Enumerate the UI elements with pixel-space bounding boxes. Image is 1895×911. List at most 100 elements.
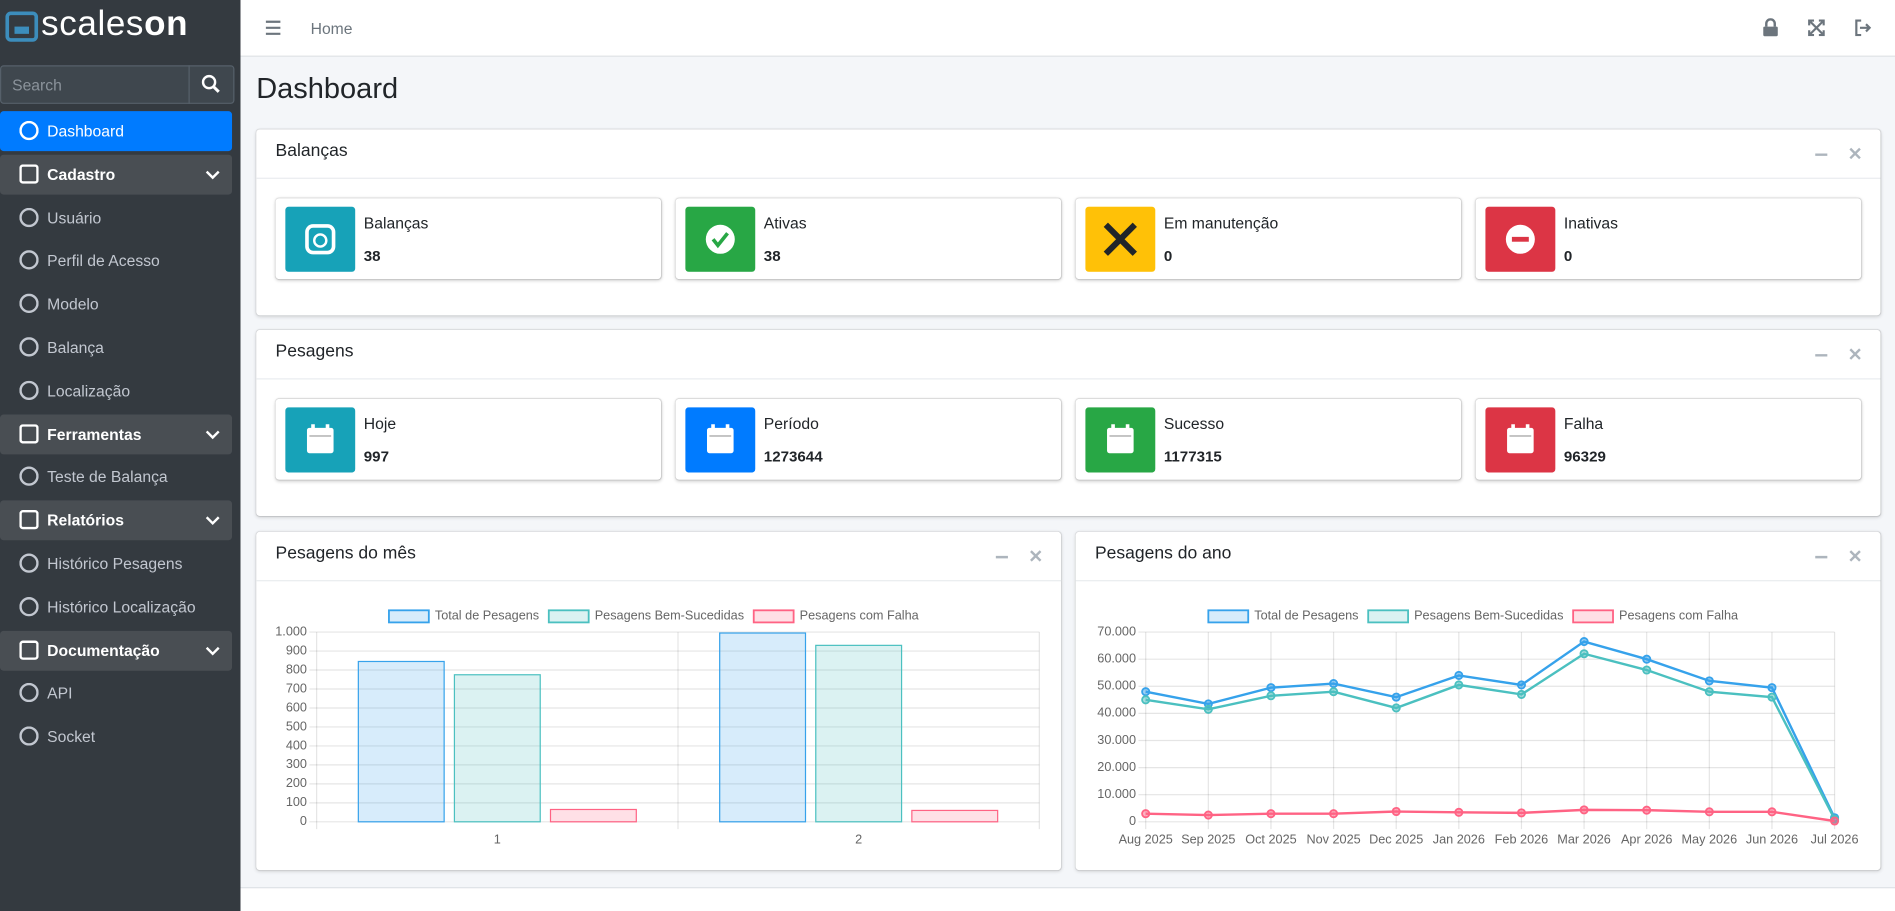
card-tools (995, 550, 1042, 562)
info-box-value: 38 (363, 247, 381, 265)
chevron-path (205, 646, 220, 656)
page-title: Dashboard (256, 72, 399, 106)
icon-glyph (1507, 427, 1534, 454)
icon-shape (19, 553, 39, 573)
info-box: Hoje 997 (275, 398, 662, 480)
icon-glyph (707, 427, 734, 454)
card-title: Pesagens (275, 342, 354, 362)
icon-glyph (1511, 424, 1530, 431)
icon-glyph (1511, 236, 1529, 242)
info-box-icon (1485, 407, 1556, 473)
icon-glyph (311, 424, 330, 431)
icon-glyph (705, 224, 735, 254)
icon-glyph (1107, 427, 1134, 454)
info-box-label: Em manutenção (1163, 213, 1279, 233)
menu-item[interactable]: Ferramentas (0, 414, 233, 454)
menu-item[interactable]: Teste de Balança (0, 457, 232, 497)
menu-item[interactable]: Balança (0, 328, 232, 368)
info-box: Período 1273644 (675, 398, 1062, 480)
icon-shape (19, 423, 39, 444)
menu-label: Histórico Localização (47, 597, 196, 617)
brand-prefix: scales (41, 4, 145, 44)
icon-glyph (711, 232, 729, 249)
icon-glyph (1111, 424, 1130, 431)
fullscreen-icon[interactable] (1808, 19, 1825, 37)
icon-glyph (1509, 435, 1532, 437)
menu-item[interactable]: Histórico Pesagens (0, 544, 232, 584)
icon (707, 424, 734, 454)
menu-icon (19, 337, 39, 357)
top-navbar: Home (240, 0, 1895, 57)
icon-glyph (313, 233, 328, 248)
menu-item[interactable]: Dashboard (0, 111, 233, 152)
info-box-value: 1273644 (763, 448, 823, 466)
icon-shape (19, 164, 39, 184)
icon (1505, 224, 1535, 254)
menu-item[interactable]: Histórico Localização (0, 587, 232, 627)
info-box-icon (1085, 407, 1156, 473)
info-box-icon (285, 407, 356, 473)
menu-item[interactable]: Cadastro (0, 154, 233, 195)
icon-shape (19, 683, 39, 703)
chevron (205, 646, 220, 656)
menu-icon (19, 466, 39, 487)
menu-item[interactable]: Modelo (0, 284, 232, 324)
info-box-label: Sucesso (1163, 414, 1225, 433)
info-box-label: Balanças (363, 213, 429, 233)
menu-label: Cadastro (47, 165, 116, 184)
info-box-value: 0 (1563, 247, 1573, 265)
search-button[interactable] (188, 65, 235, 104)
info-box-icon (685, 206, 756, 272)
menu-item[interactable]: Documentação (0, 630, 233, 671)
menu-item[interactable]: Socket (0, 717, 232, 757)
icon-shape (19, 596, 39, 617)
close-icon (1030, 550, 1042, 562)
close-icon (1849, 348, 1861, 360)
search-input[interactable]: Search (0, 65, 190, 104)
card-title: Balanças (275, 141, 348, 161)
icon-glyph (1109, 435, 1132, 437)
logout-icon[interactable] (1854, 19, 1872, 37)
card-tools (1815, 348, 1861, 360)
info-box-value: 1177315 (1163, 448, 1222, 466)
logo-icon (5, 11, 39, 42)
icon-glyph (709, 435, 732, 437)
menu-item[interactable]: Relatórios (0, 500, 233, 541)
info-box-label: Inativas (1563, 213, 1619, 233)
hamburger[interactable] (265, 19, 282, 36)
menu-label: Dashboard (47, 122, 125, 141)
info-box: Balanças 38 (275, 198, 662, 280)
menu-label: Relatórios (47, 511, 124, 530)
info-box-value: 96329 (1563, 448, 1606, 466)
icon-shape (19, 466, 39, 487)
menu-icon (19, 164, 39, 184)
info-box: Ativas 38 (675, 198, 1062, 280)
info-box-value: 997 (363, 448, 389, 466)
card: Pesagens do ano (1075, 531, 1881, 871)
menu-icon (19, 640, 39, 660)
lock-icon[interactable] (1762, 18, 1779, 37)
menu-item[interactable]: Localização (0, 371, 232, 411)
icon (306, 424, 334, 454)
card-title: Pesagens do ano (1094, 543, 1232, 564)
brand: scaleson (41, 5, 188, 45)
icon-shape (19, 337, 39, 357)
icon-shape (19, 510, 39, 530)
breadcrumb[interactable]: Home (310, 19, 353, 38)
menu-icon (19, 250, 39, 270)
close-icon (1849, 147, 1861, 160)
card-tools (1815, 147, 1861, 160)
menu-icon (19, 553, 39, 573)
menu-icon (19, 510, 39, 530)
menu-icon (19, 207, 39, 227)
icon-shape (19, 120, 39, 141)
chevron-path (205, 516, 220, 526)
menu-item[interactable]: API (0, 674, 232, 714)
menu-item[interactable]: Usuário (0, 198, 232, 238)
brand-suffix: on (144, 4, 189, 44)
card-header: Balanças (256, 129, 1881, 179)
menu-label: API (47, 684, 73, 703)
info-box: Em manutenção 0 (1075, 198, 1462, 280)
menu-item[interactable]: Perfil de Acesso (0, 241, 232, 281)
menu-label: Perfil de Acesso (47, 251, 160, 270)
